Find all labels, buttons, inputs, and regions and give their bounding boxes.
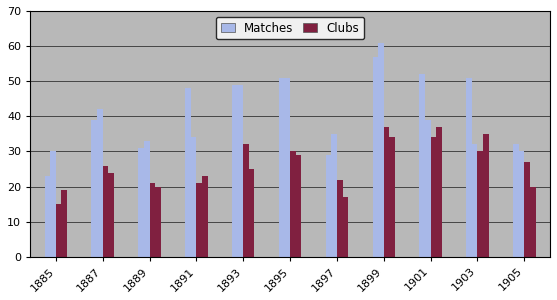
Bar (483, 134, 488, 257)
Bar (331, 134, 337, 257)
Bar (197, 183, 202, 257)
Bar (102, 166, 108, 257)
Bar (296, 155, 301, 257)
Bar (50, 152, 56, 257)
Legend: Matches, Clubs: Matches, Clubs (216, 17, 364, 39)
Bar (384, 127, 389, 257)
Bar (138, 148, 144, 257)
Bar (144, 141, 149, 257)
Bar (279, 78, 285, 257)
Bar (472, 145, 477, 257)
Bar (373, 57, 378, 257)
Bar (185, 88, 190, 257)
Bar (530, 187, 535, 257)
Bar (513, 145, 519, 257)
Bar (91, 120, 97, 257)
Bar (431, 137, 436, 257)
Bar (45, 176, 50, 257)
Bar (108, 172, 114, 257)
Bar (155, 187, 161, 257)
Bar (477, 152, 483, 257)
Bar (436, 127, 442, 257)
Bar (249, 169, 255, 257)
Bar (202, 176, 208, 257)
Bar (61, 190, 67, 257)
Bar (524, 162, 530, 257)
Bar (343, 197, 348, 257)
Bar (290, 152, 296, 257)
Bar (378, 43, 384, 257)
Bar (190, 137, 197, 257)
Bar (285, 78, 290, 257)
Bar (149, 183, 155, 257)
Bar (238, 85, 243, 257)
Bar (56, 204, 61, 257)
Bar (466, 78, 472, 257)
Bar (419, 74, 425, 257)
Bar (232, 85, 238, 257)
Bar (389, 137, 395, 257)
Bar (425, 120, 431, 257)
Bar (337, 180, 343, 257)
Bar (326, 155, 331, 257)
Bar (97, 109, 102, 257)
Bar (243, 145, 249, 257)
Bar (519, 152, 524, 257)
